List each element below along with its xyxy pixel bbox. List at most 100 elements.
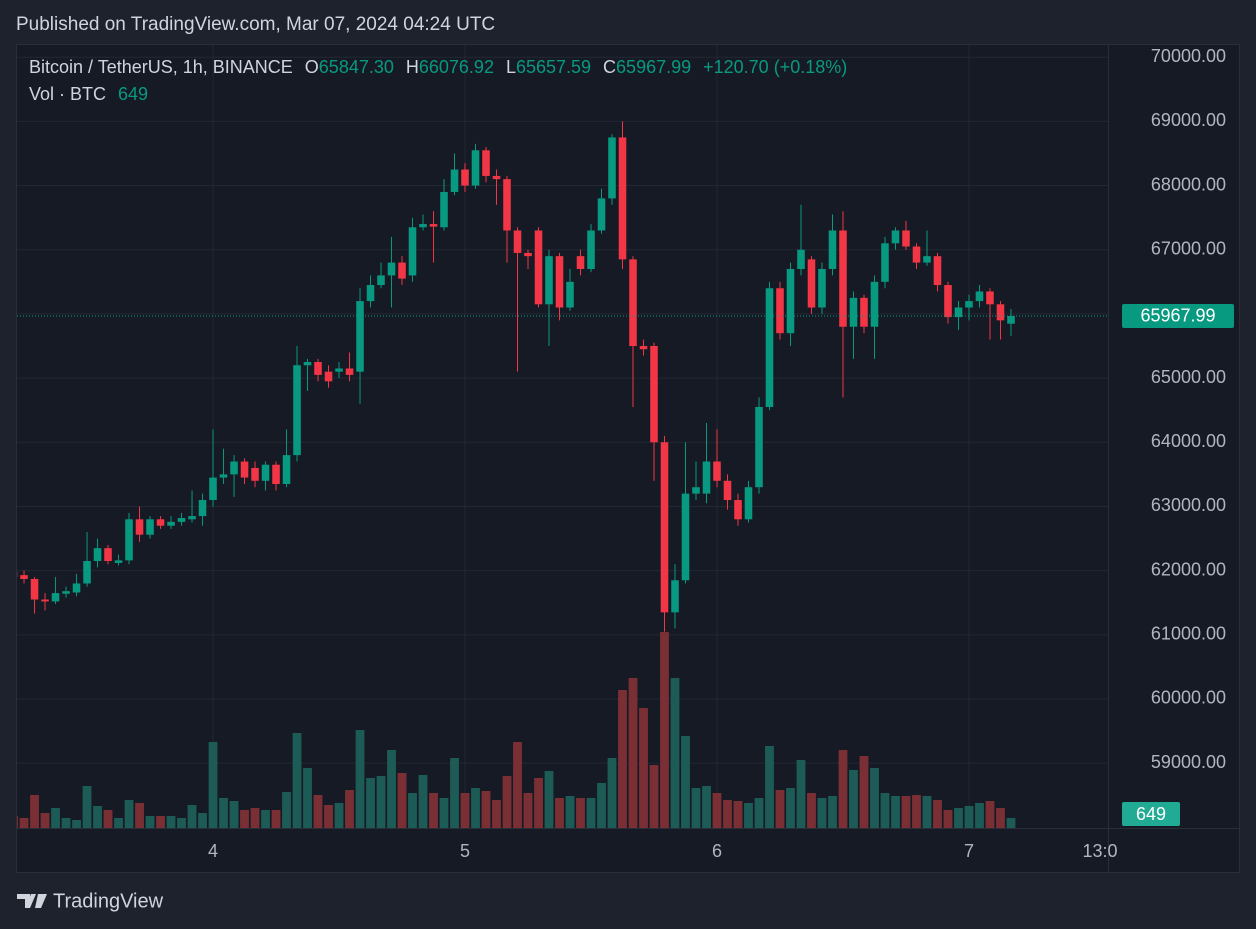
volume-bar [19,818,29,828]
volume-bar [82,786,92,828]
candle-body [828,230,837,269]
brand: TradingView [17,890,164,912]
candle-body [807,259,816,308]
volume-bar [1006,818,1016,828]
y-tick-label: 64000.00 [1151,431,1226,451]
ohlc-value: 65657.59 [516,57,591,77]
candle-body [461,169,469,186]
candle-body [639,346,648,350]
candle-body [167,521,175,526]
candle-body [692,487,700,494]
volume-bar [754,798,764,828]
volume-bar [586,798,596,828]
candle-body [933,256,942,286]
y-tick-label: 61000.00 [1151,624,1226,644]
volume-pane [17,632,1016,828]
volume-bar [240,810,249,828]
candle-body [839,230,847,327]
candle-body [30,578,39,600]
volume-bar [828,796,837,828]
candle-body [146,519,154,535]
volume-value: 649 [118,84,148,104]
last-price-box [1122,303,1234,328]
volume-bar [628,678,638,828]
volume-bar [408,793,417,828]
candle-body [954,307,963,318]
candle-body [20,575,28,579]
volume-bar [72,820,81,828]
y-tick-label: 65000.00 [1151,367,1226,387]
candle-body [975,291,984,302]
candle-body [335,368,343,372]
candle-body [324,371,333,382]
candle-body [513,230,522,253]
x-tick-label: 5 [460,841,470,861]
volume-bar [859,756,869,828]
candle-body [891,230,900,244]
candle-body [1007,315,1015,324]
volume-bar [922,796,932,828]
volume-bar [229,801,239,828]
candle-body [272,464,280,484]
candle-body [723,480,732,501]
volume-value-label: 649 [1136,804,1166,824]
volume-bar [975,803,984,828]
volume-bar [114,818,123,828]
candle-body [996,304,1005,321]
candle-body [576,256,585,269]
volume-bar [460,793,470,828]
candle-body [303,362,312,366]
candle-body [125,519,133,561]
volume-bar [334,803,344,828]
x-tick-label: 4 [208,841,218,861]
y-tick-label: 60000.00 [1151,688,1226,708]
volume-bar [303,768,312,828]
volume-bar [954,808,963,828]
volume-bar [219,798,228,828]
candle-body [471,150,480,186]
ohlc-value: 66076.92 [419,57,494,77]
candle-body [776,288,784,334]
brand-name: TradingView [53,890,164,912]
candle-body [608,137,616,199]
candle-body [881,243,889,282]
candle-body [870,281,879,327]
legend: Bitcoin / TetherUS, 1h, BINANCE Vol · BT… [29,57,847,104]
candle-body [408,227,417,276]
volume-bar [271,810,281,828]
candle-body [524,252,532,257]
volume-bar [660,632,669,828]
volume-bar [40,813,50,828]
candle-body [902,230,910,247]
ohlc-key: H [406,57,419,77]
volume-bar [765,746,774,828]
candle-body [177,518,186,522]
y-tick-label: 63000.00 [1151,495,1226,515]
candle-body [755,406,763,488]
candle-body [282,455,291,484]
volume-bar [355,730,365,828]
volume-label: Vol · BTC [29,84,106,104]
volume-bar [523,793,533,828]
candle-body [41,599,49,602]
candle-body [440,191,448,228]
candle-body [818,268,826,308]
candle-body [198,500,207,517]
volume-bar [61,818,71,828]
chart-panel [16,44,1240,873]
volume-bar [366,778,375,828]
candle-body [209,477,217,501]
volume-bar [471,788,480,828]
volume-bar [849,770,858,828]
volume-bar [418,775,428,828]
volume-bar [135,803,144,828]
candle-body [555,256,564,308]
candle-body [240,461,249,478]
volume-bar [177,818,186,828]
candle-body [702,461,711,494]
candle-body [860,297,868,327]
candle-body [114,560,123,563]
y-tick-label: 67000.00 [1151,238,1226,258]
y-tick-label: 69000.00 [1151,110,1226,130]
